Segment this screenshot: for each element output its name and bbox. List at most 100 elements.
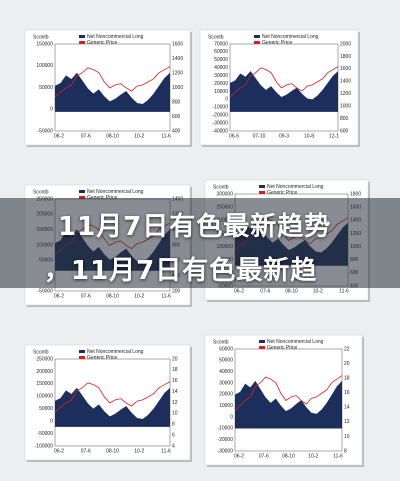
left-tick-label: 40000 [214, 65, 228, 71]
right-tick-label: 14 [344, 405, 350, 411]
right-tick-label: 1000 [172, 85, 183, 91]
right-tick-label: 14 [172, 389, 178, 395]
legend-label: Generic Price [87, 355, 118, 361]
legend-label: Net Noncommercial Long [87, 349, 144, 355]
x-tick-label: 09-3 [279, 133, 289, 139]
legend-label: Generic Price [267, 345, 298, 351]
right-tick-label: 8 [344, 448, 347, 454]
x-tick-label: 12-1 [329, 133, 339, 139]
right-tick-label: 1800 [350, 191, 361, 197]
x-tick-label: 10-2 [134, 293, 144, 299]
x-tick-label: 06-2 [54, 133, 64, 139]
unit-label: Scontb [213, 184, 229, 190]
x-tick-label: 08-10 [106, 293, 119, 299]
left-tick-label: -20000 [217, 437, 233, 443]
right-tick-label: 1600 [340, 66, 351, 72]
left-tick-label: 300000 [216, 191, 233, 197]
left-tick-label: 50000 [219, 358, 233, 364]
x-tick-label: 10-2 [134, 448, 144, 454]
legend-label: Net Noncommercial Long [262, 34, 319, 40]
left-tick-label: -40000 [212, 128, 228, 134]
x-tick-label: 07-6 [81, 448, 91, 454]
x-tick-label: 11-6 [161, 133, 171, 139]
left-tick-label: 150000 [36, 381, 53, 387]
right-tick-label: 10 [172, 411, 178, 417]
right-tick-label: 1200 [172, 70, 183, 76]
x-tick-label: 07-6 [260, 288, 270, 294]
x-tick-label: 08-10 [282, 453, 295, 459]
legend-label: Net Noncommercial Long [87, 189, 144, 195]
right-tick-label: 1600 [172, 41, 183, 47]
left-tick-label: 100000 [36, 394, 53, 400]
right-tick-label: 6 [172, 432, 175, 438]
left-tick-label: 0 [230, 414, 233, 420]
headline-line: ，11月7日有色最新趋 [44, 256, 318, 286]
right-tick-label: 800 [172, 99, 181, 105]
legend-label: Net Noncommercial Long [267, 339, 324, 345]
right-tick-label: 12 [344, 419, 350, 425]
area-series [55, 387, 170, 427]
area-series [230, 71, 338, 112]
unit-label: Scontb [33, 349, 49, 355]
right-tick-label: 800 [340, 116, 349, 122]
x-tick-label: 08-10 [285, 288, 298, 294]
right-tick-label: 1000 [340, 103, 351, 109]
right-tick-label: 4 [172, 443, 175, 449]
left-tick-label: 200000 [36, 369, 53, 375]
legend-swatch [259, 346, 265, 349]
legend-label: Generic Price [87, 40, 118, 46]
x-tick-label: 06-2 [234, 453, 244, 459]
left-tick-label: -30000 [217, 448, 233, 454]
left-tick-label: 30000 [214, 73, 228, 79]
x-tick-label: 07-6 [259, 453, 269, 459]
headline-line: 11月7日有色最新趋势 [58, 212, 332, 242]
right-tick-label: 200 [172, 288, 181, 294]
x-tick-label: 10-8 [304, 133, 314, 139]
legend-swatch [79, 35, 85, 38]
legend-label: Net Noncommercial Long [87, 34, 144, 40]
left-tick-label: 40000 [219, 369, 233, 375]
legend-swatch [259, 340, 265, 343]
right-tick-label: 16 [172, 378, 178, 384]
legend-swatch [254, 41, 260, 44]
left-tick-label: 150000 [36, 41, 53, 47]
right-tick-label: 600 [340, 128, 349, 134]
legend-swatch [79, 350, 85, 353]
left-tick-label: 50000 [39, 85, 53, 91]
line-series [234, 375, 343, 412]
unit-label: Scontb [33, 34, 49, 40]
right-tick-label: 1400 [172, 56, 183, 62]
x-tick-label: 08-10 [106, 133, 119, 139]
left-tick-label: 50000 [214, 57, 228, 63]
area-series [55, 72, 170, 112]
x-tick-label: 10-2 [313, 288, 323, 294]
right-tick-label: 10 [344, 434, 350, 440]
right-tick-label: 16 [344, 390, 350, 396]
right-tick-label: 18 [172, 367, 178, 373]
left-tick-label: 0 [225, 97, 228, 103]
left-tick-label: -50000 [37, 288, 53, 294]
x-tick-label: 11-6 [333, 453, 343, 459]
left-tick-label: 250000 [36, 356, 53, 362]
x-tick-label: 11-6 [161, 293, 171, 299]
unit-label: Scontb [213, 339, 229, 345]
right-tick-label: 600 [172, 114, 181, 120]
unit-label: Scontb [208, 34, 224, 40]
x-tick-label: 11-6 [339, 288, 349, 294]
legend-label: Generic Price [87, 195, 118, 201]
x-tick-label: 07-6 [81, 133, 91, 139]
left-tick-label: -30000 [212, 120, 228, 126]
x-tick-label: 06-2 [234, 288, 244, 294]
left-tick-label: 50000 [39, 406, 53, 412]
line-series [229, 66, 339, 98]
x-tick-label: 11-6 [161, 448, 171, 454]
legend-label: Net Noncommercial Long [267, 184, 324, 190]
left-tick-label: 10000 [219, 403, 233, 409]
right-tick-label: 18 [344, 375, 350, 381]
line-series [54, 66, 171, 98]
